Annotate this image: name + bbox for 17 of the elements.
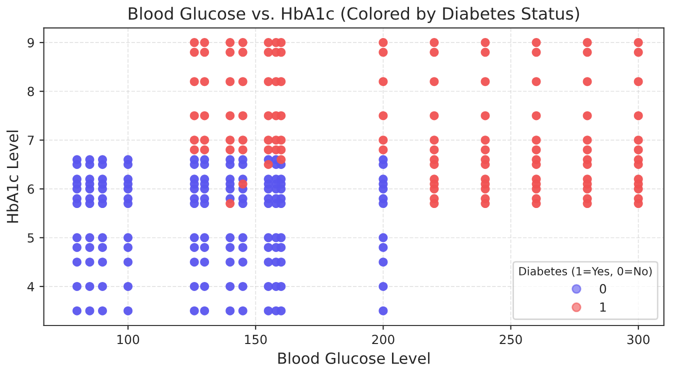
y-tick-label: 7 bbox=[28, 136, 34, 145]
y-tick-label: 8 bbox=[28, 86, 34, 96]
y-tick-label: 4 bbox=[27, 282, 34, 292]
x-tick-label: 250 bbox=[500, 334, 522, 344]
y-tick-label: 9 bbox=[28, 38, 34, 48]
y-tick-label: 5 bbox=[28, 233, 34, 243]
x-tick-label: 100 bbox=[117, 334, 140, 344]
x-tick-label: 300 bbox=[627, 334, 650, 344]
x-tick-label: 200 bbox=[372, 334, 394, 344]
y-axis-title: HbA1c Level bbox=[6, 130, 18, 223]
x-axis-title: Blood Glucose Level bbox=[278, 352, 430, 364]
chart-title: Blood Glucose vs. HbA1c (Colored by Diabetes Status) bbox=[128, 6, 579, 24]
x-tick-label: 150 bbox=[245, 334, 267, 344]
legend-title: Diabetes (1=Yes, 0=No) bbox=[519, 266, 652, 277]
legend-label: 1 bbox=[600, 302, 606, 312]
legend-label: 0 bbox=[600, 284, 606, 294]
y-tick-label: 6 bbox=[28, 184, 34, 194]
